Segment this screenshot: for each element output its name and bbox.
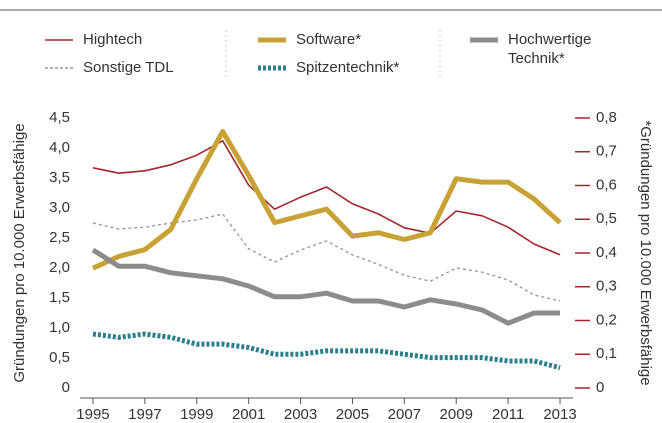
x-tick-label: 2001 <box>232 406 265 423</box>
y-axis-title: Gründungen pro 10.000 Erwerbsfähige <box>11 123 28 382</box>
y-tick-label: 1,5 <box>49 289 70 306</box>
y2-axis-title: *Gründungen pro 10.000 Erwerbsfähige <box>637 120 654 385</box>
y-tick-label: 4,0 <box>49 139 70 156</box>
legend-label: Hochwertige Technik* <box>508 31 592 67</box>
x-tick-label: 2007 <box>388 406 421 423</box>
series-line <box>91 247 561 326</box>
y-tick-label: 2,5 <box>49 229 70 246</box>
x-tick-label: 2013 <box>543 406 576 423</box>
x-tick-label: 2011 <box>492 406 524 423</box>
y-tick-label: 0,5 <box>49 349 70 366</box>
y2-tick-label: 0,6 <box>596 176 617 193</box>
y2-tick-label: 0,8 <box>596 109 617 126</box>
y2-tick-label: 0,7 <box>596 143 617 160</box>
y-tick-label: 4,5 <box>49 109 70 126</box>
series-line <box>92 213 561 302</box>
y2-tick-label: 0,4 <box>596 244 617 261</box>
legend-label: Spitzentechnik* <box>296 59 400 76</box>
x-tick-label: 2005 <box>336 406 369 423</box>
x-tick-label: 1997 <box>128 406 161 423</box>
series-line <box>92 140 561 256</box>
legend-label: Sonstige TDL <box>83 59 174 76</box>
y-tick-label: 0 <box>62 379 70 396</box>
legend-label: Hightech <box>83 31 143 48</box>
x-tick-label: 1995 <box>76 406 109 423</box>
y-tick-label: 1,0 <box>49 319 70 336</box>
legend-label: Software* <box>296 31 362 48</box>
y-tick-label: 3,5 <box>49 169 70 186</box>
y2-tick-label: 0,2 <box>596 311 617 328</box>
y2-tick-label: 0,3 <box>596 278 617 295</box>
y-tick-label: 2,0 <box>49 259 70 276</box>
series-line <box>92 331 561 371</box>
y2-tick-label: 0,5 <box>596 210 617 227</box>
y2-tick-label: 0,1 <box>596 345 617 362</box>
x-tick-label: 2009 <box>440 406 473 423</box>
series-line <box>91 129 562 271</box>
x-tick-label: 2003 <box>284 406 317 423</box>
y2-tick-label: 0 <box>596 379 604 396</box>
x-tick-label: 1999 <box>180 406 213 423</box>
y-tick-label: 3,0 <box>49 199 70 216</box>
